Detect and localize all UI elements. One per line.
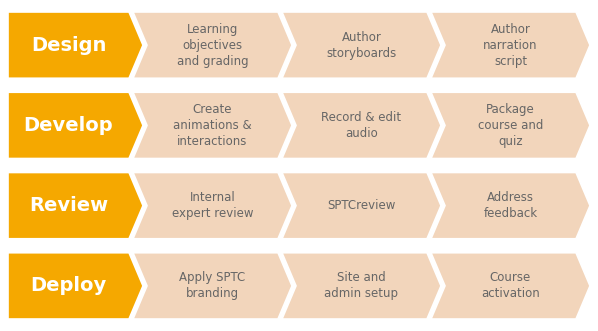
Text: Develop: Develop [24, 116, 113, 135]
Polygon shape [133, 253, 292, 319]
Polygon shape [282, 12, 441, 78]
Text: Package
course and
quiz: Package course and quiz [478, 103, 543, 148]
Polygon shape [8, 253, 143, 319]
Polygon shape [8, 12, 143, 78]
Text: Author
narration
script: Author narration script [483, 23, 538, 68]
Text: Design: Design [31, 36, 106, 55]
Text: SPTCreview: SPTCreview [327, 199, 396, 212]
Text: Apply SPTC
branding: Apply SPTC branding [179, 271, 246, 300]
Text: Address
feedback: Address feedback [483, 191, 538, 220]
Polygon shape [282, 253, 441, 319]
Polygon shape [282, 92, 441, 159]
Polygon shape [8, 92, 143, 159]
Text: Learning
objectives
and grading: Learning objectives and grading [176, 23, 248, 68]
Polygon shape [431, 253, 590, 319]
Text: Course
activation: Course activation [481, 271, 540, 300]
Polygon shape [431, 172, 590, 239]
Polygon shape [431, 12, 590, 78]
Polygon shape [133, 12, 292, 78]
Polygon shape [282, 172, 441, 239]
Polygon shape [431, 92, 590, 159]
Text: Author
storyboards: Author storyboards [327, 31, 396, 60]
Text: Deploy: Deploy [30, 276, 106, 295]
Text: Review: Review [29, 196, 108, 215]
Polygon shape [133, 172, 292, 239]
Text: Record & edit
audio: Record & edit audio [322, 111, 402, 140]
Text: Site and
admin setup: Site and admin setup [325, 271, 398, 300]
Text: Internal
expert review: Internal expert review [172, 191, 253, 220]
Text: Create
animations &
interactions: Create animations & interactions [173, 103, 252, 148]
Polygon shape [8, 172, 143, 239]
Polygon shape [133, 92, 292, 159]
